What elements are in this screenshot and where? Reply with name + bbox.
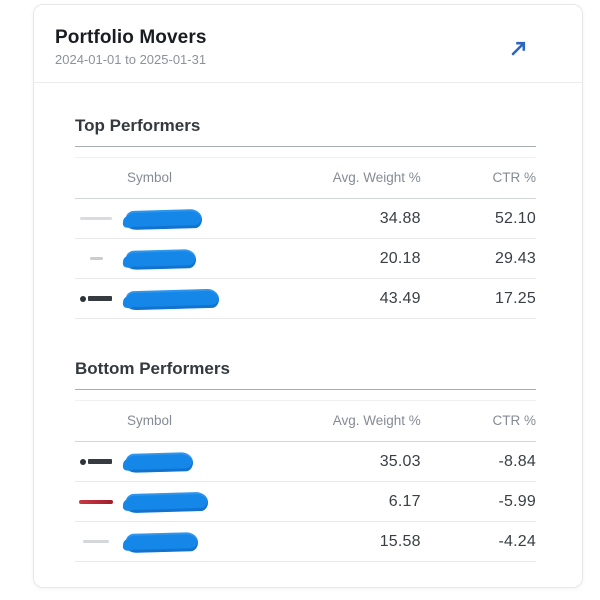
column-header-symbol: Symbol: [75, 157, 283, 199]
table-row: 34.88 52.10: [75, 198, 536, 239]
redacted-symbol: [125, 208, 203, 231]
table-header-row: Symbol Avg. Weight % CTR %: [75, 400, 536, 442]
date-range: 2024-01-01 to 2025-01-31: [55, 52, 207, 67]
table-header-row: Symbol Avg. Weight % CTR %: [75, 157, 536, 199]
company-logo: [75, 257, 117, 260]
table-row: 20.18 29.43: [75, 238, 536, 279]
bottom-performers-table: Symbol Avg. Weight % CTR %: [75, 400, 536, 562]
company-logo: [75, 295, 117, 302]
company-logo: [75, 217, 117, 220]
card-title: Portfolio Movers: [55, 27, 207, 48]
column-header-ctr: CTR %: [420, 400, 536, 442]
redacted-symbol: [125, 288, 220, 311]
portfolio-movers-card: Portfolio Movers 2024-01-01 to 2025-01-3…: [33, 4, 583, 588]
avg-weight-value: 6.17: [282, 481, 421, 522]
card-header: Portfolio Movers 2024-01-01 to 2025-01-3…: [34, 5, 582, 83]
card-body: Top Performers Symbol Avg. Weight % CTR …: [34, 116, 582, 562]
company-logo: [75, 499, 117, 504]
symbol-cell: [75, 491, 282, 514]
table-row: 6.17 -5.99: [75, 481, 536, 522]
section-top-performers: Top Performers Symbol Avg. Weight % CTR …: [75, 116, 536, 319]
top-performers-table: Symbol Avg. Weight % CTR %: [75, 157, 536, 319]
avg-weight-value: 34.88: [282, 198, 421, 239]
table-row: 15.58 -4.24: [75, 521, 536, 562]
column-header-avg-weight: Avg. Weight %: [282, 400, 421, 442]
section-heading: Top Performers: [75, 116, 536, 147]
section-heading: Bottom Performers: [75, 359, 536, 390]
ctr-value: -5.99: [420, 481, 536, 522]
table-row: 35.03 -8.84: [75, 441, 536, 482]
avg-weight-value: 15.58: [282, 521, 421, 562]
section-bottom-performers: Bottom Performers Symbol Avg. Weight % C…: [75, 359, 536, 562]
symbol-cell: [75, 208, 282, 231]
symbol-cell: [75, 288, 282, 311]
column-header-symbol: Symbol: [75, 400, 283, 442]
arrow-up-right-icon: [509, 39, 528, 58]
symbol-cell: [75, 452, 282, 473]
ctr-value: -4.24: [420, 521, 536, 562]
redacted-symbol: [125, 491, 209, 514]
redacted-symbol: [125, 452, 194, 473]
ctr-value: 29.43: [420, 238, 536, 279]
column-header-avg-weight: Avg. Weight %: [282, 157, 421, 199]
symbol-cell: [75, 249, 282, 270]
avg-weight-value: 43.49: [282, 278, 421, 319]
redacted-symbol: [125, 249, 197, 270]
company-logo: [75, 540, 117, 543]
ctr-value: -8.84: [420, 441, 536, 482]
ctr-value: 17.25: [420, 278, 536, 319]
ctr-value: 52.10: [420, 198, 536, 239]
column-header-ctr: CTR %: [420, 157, 536, 199]
symbol-cell: [75, 531, 282, 554]
avg-weight-value: 35.03: [282, 441, 421, 482]
redacted-symbol: [125, 531, 199, 554]
card-header-text: Portfolio Movers 2024-01-01 to 2025-01-3…: [55, 26, 207, 67]
company-logo: [75, 458, 117, 465]
expand-button[interactable]: [504, 34, 532, 62]
avg-weight-value: 20.18: [282, 238, 421, 279]
table-row: 43.49 17.25: [75, 278, 536, 319]
